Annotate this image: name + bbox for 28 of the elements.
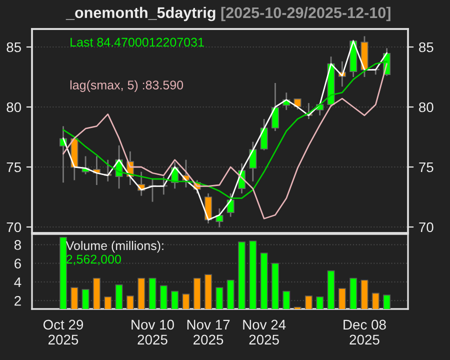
y2-tick-label: 70 [419, 222, 434, 232]
y2-tick-label: 75 [419, 162, 434, 172]
y-tick-label: 6 [14, 258, 21, 269]
x-tick-label: Nov 10 2025 [132, 320, 174, 345]
chart-title: _onemonth_5daytrig [66, 6, 216, 22]
y-tick-label: 85 [6, 42, 22, 52]
x-tick-label: Nov 24 2025 [243, 320, 286, 345]
y2-tick-label: 85 [419, 42, 434, 52]
candlestick [226, 192, 234, 218]
candlestick [249, 141, 257, 182]
annotation: lag(smax, 5) :83.590 [70, 80, 184, 92]
candlestick [271, 82, 279, 132]
annotation: Volume (millions): [66, 240, 164, 253]
candlestick [260, 118, 268, 151]
y-tick-label: 8 [14, 240, 21, 250]
candlestick [294, 98, 302, 110]
chart-subtitle: [2025-10-29/2025-12-10] [221, 6, 390, 22]
x-tick-label: Nov 17 2025 [187, 320, 230, 345]
x-tick-label: Dec 08 2025 [344, 320, 386, 345]
y-tick-label: 2 [14, 296, 21, 306]
y-tick-label: 80 [6, 102, 22, 112]
annotation: Last 84.4700012207031 [70, 38, 204, 47]
annotation: 2,562,000 [66, 254, 121, 266]
y-tick-label: 4 [14, 277, 22, 288]
y-tick-label: 75 [6, 162, 22, 172]
x-tick-label: Oct 29 2025 [43, 320, 84, 345]
y2-tick-label: 80 [419, 102, 434, 112]
y-tick-label: 70 [6, 222, 22, 232]
